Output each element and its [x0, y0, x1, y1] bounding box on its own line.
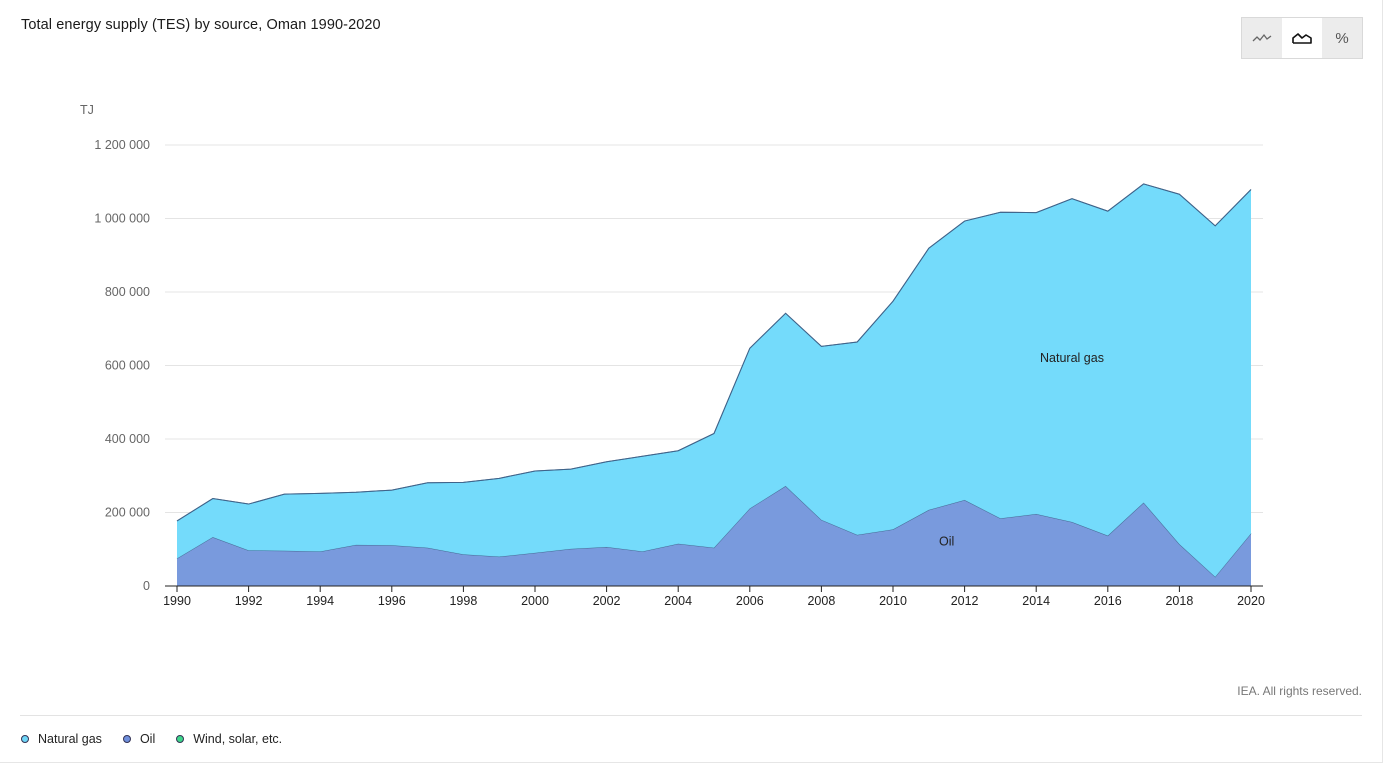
- line-chart-button[interactable]: [1242, 18, 1282, 58]
- x-tick-label: 2006: [736, 594, 764, 608]
- legend-marker: [176, 735, 185, 743]
- legend-label: Wind, solar, etc.: [193, 732, 283, 746]
- x-tick-label: 2012: [951, 594, 979, 608]
- area-label: Natural gas: [1040, 351, 1104, 365]
- x-tick-label: 1998: [449, 594, 477, 608]
- y-tick-label: 1 000 000: [94, 212, 150, 226]
- series-line: [176, 183, 1252, 522]
- legend-marker: [21, 735, 29, 743]
- y-tick-label: 1 200 000: [94, 138, 150, 152]
- area-oil[interactable]: [177, 486, 1251, 586]
- y-unit-label: TJ: [80, 103, 94, 117]
- y-tick-label: 0: [143, 579, 150, 593]
- area-label: Oil: [939, 535, 954, 549]
- x-tick-label: 2002: [593, 594, 621, 608]
- legend-item-natural-gas[interactable]: Natural gas: [21, 732, 102, 746]
- chart-title: Total energy supply (TES) by source, Oma…: [21, 17, 381, 33]
- area-chart-button[interactable]: [1282, 18, 1322, 58]
- percent-icon: %: [1335, 29, 1349, 47]
- x-tick-label: 2014: [1022, 594, 1050, 608]
- chart-type-toggle[interactable]: %: [1241, 17, 1363, 59]
- x-tick-label: 1990: [163, 594, 191, 608]
- legend-divider: [20, 715, 1362, 716]
- x-tick-label: 2020: [1237, 594, 1265, 608]
- area-chart-icon: [1292, 33, 1312, 44]
- x-tick-label: 2018: [1165, 594, 1193, 608]
- x-tick-label: 1994: [306, 594, 334, 608]
- line-chart-icon: [1252, 33, 1272, 42]
- legend-label: Natural gas: [38, 732, 102, 746]
- x-tick-label: 2000: [521, 594, 549, 608]
- x-tick-label: 2010: [879, 594, 907, 608]
- chart-axes: 0 200 000 400 000 600 000 800 000 1 000 000 1 …: [94, 138, 1265, 608]
- legend-label: Oil: [139, 732, 156, 746]
- legend-item-wind-solar[interactable]: Wind, solar, etc.: [176, 732, 282, 746]
- y-tick-label: 200 000: [105, 506, 150, 520]
- area-natural-gas[interactable]: [177, 183, 1251, 577]
- credit-text: IEA. All rights reserved.: [1237, 684, 1362, 698]
- x-tick-label: 1996: [378, 594, 406, 608]
- x-tick-label: 2016: [1094, 594, 1122, 608]
- y-tick-label: 800 000: [105, 285, 150, 299]
- legend: Natural gas Oil Wind, solar, etc.: [21, 732, 303, 746]
- chart-areas: [176, 183, 1252, 586]
- x-tick-label: 1992: [235, 594, 263, 608]
- x-tick-label: 2008: [807, 594, 835, 608]
- y-tick-label: 400 000: [105, 432, 150, 446]
- legend-marker: [122, 735, 131, 743]
- area-chart: 0 200 000 400 000 600 000 800 000 1 000 000 1 …: [80, 103, 1265, 608]
- percent-button[interactable]: %: [1322, 18, 1362, 58]
- legend-item-oil[interactable]: Oil: [122, 732, 156, 746]
- x-tick-label: 2004: [664, 594, 692, 608]
- y-tick-label: 600 000: [105, 359, 150, 373]
- area-labels: Natural gas Oil: [939, 351, 1104, 549]
